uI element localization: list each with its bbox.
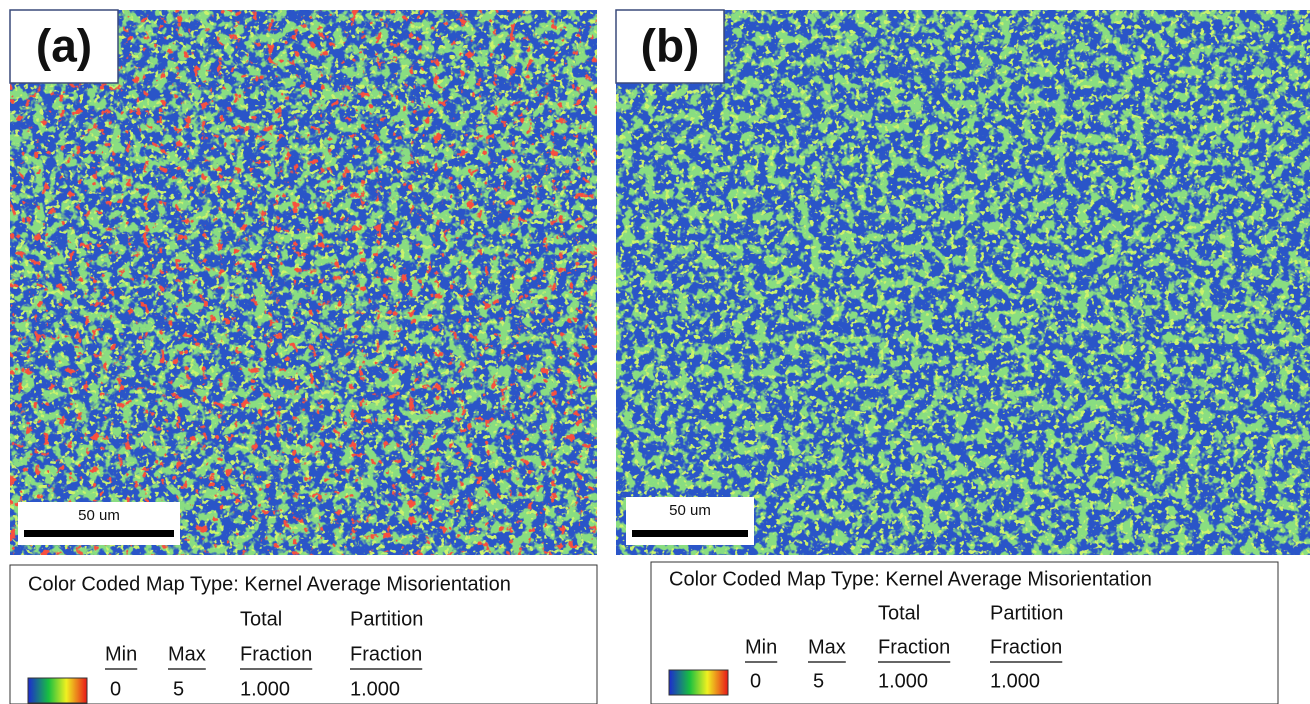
header: Fraction [878,636,950,658]
value: 0 [110,678,121,700]
panel-label: (a) [36,20,92,72]
scale-text: 50 um [78,507,120,524]
scale-text: 50 um [669,502,711,519]
value: 1.000 [878,670,928,692]
legend-title: Color Coded Map Type: Kernel Average Mis… [28,573,511,595]
header-top: Partition [990,602,1063,624]
value: 0 [750,670,761,692]
header: Max [808,636,846,658]
header: Min [745,636,777,658]
header: Fraction [350,643,422,665]
figure: (a) 50 um Color Coded Map Type: Kernel Ave… [0,0,1310,704]
header-top: Partition [350,608,423,630]
scale-bar [632,530,748,537]
panel-label: (b) [641,20,700,72]
color-bar [28,678,87,703]
header: Fraction [240,643,312,665]
header-top: Total [240,608,282,630]
header: Min [105,643,137,665]
value: 1.000 [350,678,400,700]
header-top: Total [878,602,920,624]
header: Max [168,643,206,665]
value: 1.000 [240,678,290,700]
map-lime [616,10,1310,555]
scale-bar [24,530,174,537]
value: 1.000 [990,670,1040,692]
color-bar [669,670,728,695]
value: 5 [173,678,184,700]
header: Fraction [990,636,1062,658]
map-red [10,10,597,555]
legend-title: Color Coded Map Type: Kernel Average Mis… [669,568,1152,590]
value: 5 [813,670,824,692]
